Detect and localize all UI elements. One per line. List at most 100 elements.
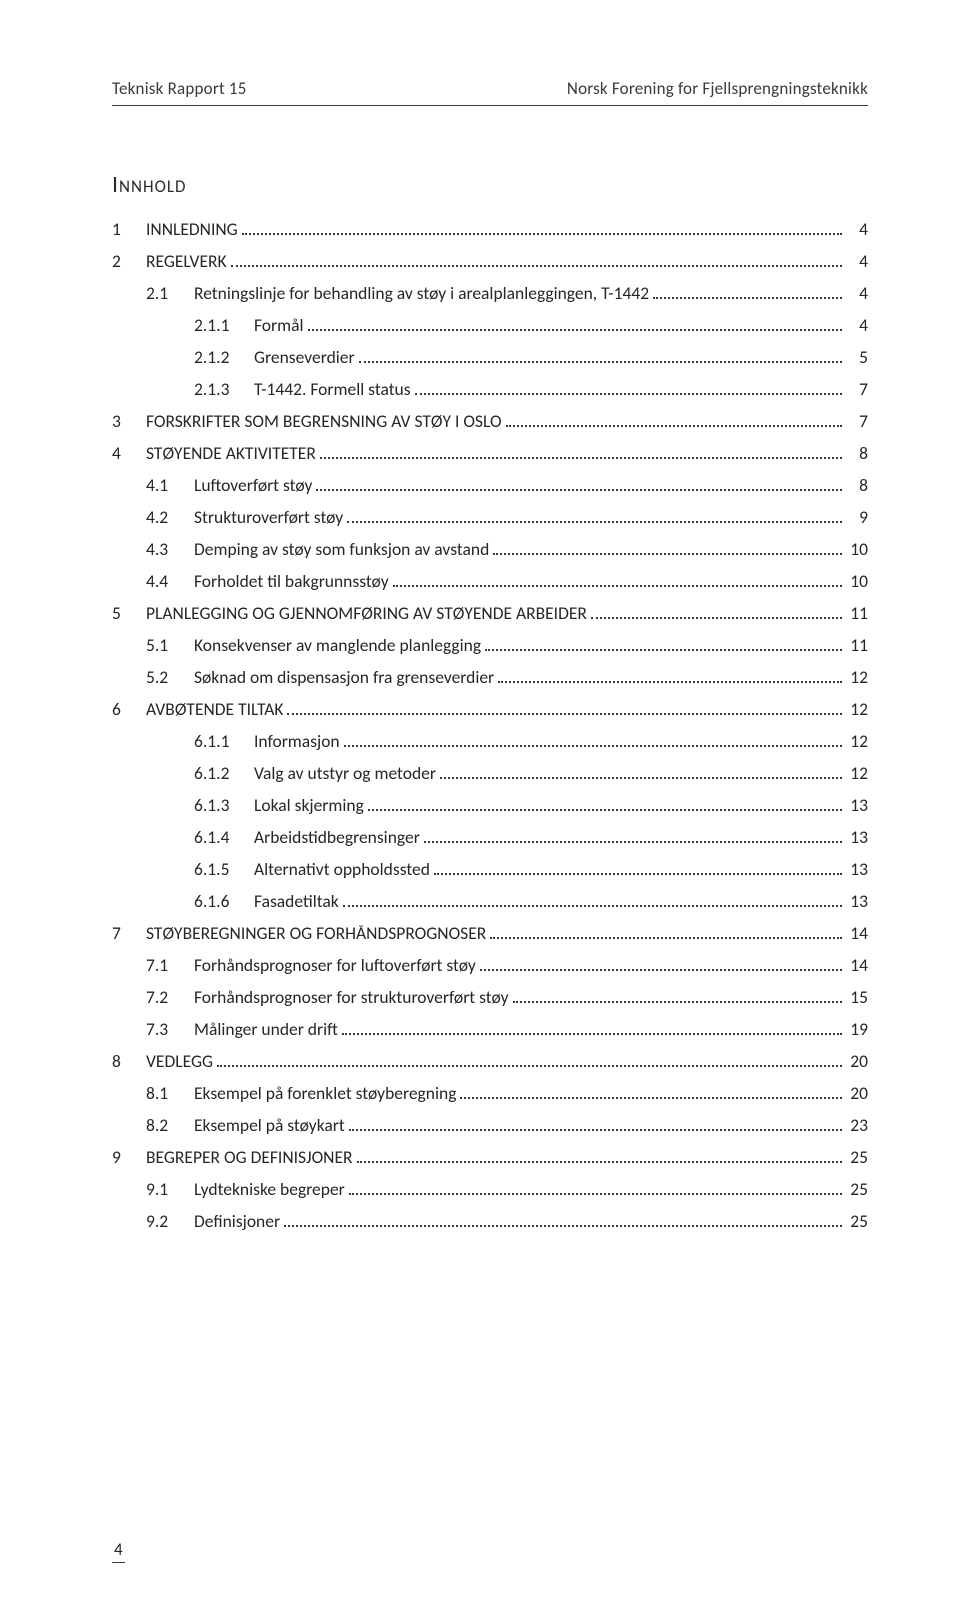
toc-entry-number: 8.2 (146, 1117, 194, 1135)
toc-entry-number: 2.1.1 (194, 317, 254, 335)
toc-entry-number: 7.3 (146, 1021, 194, 1039)
toc-leader-dots (485, 639, 842, 651)
toc-leader-dots (480, 959, 842, 971)
toc-entry[interactable]: 2.1Retningslinje for behandling av støy … (112, 285, 868, 303)
toc-leader-dots (344, 735, 842, 747)
toc-leader-dots (440, 767, 842, 779)
toc-leader-dots (434, 863, 842, 875)
toc-entry-page: 4 (846, 221, 868, 239)
toc-entry[interactable]: 4.1Luftoverført støy8 (112, 477, 868, 495)
toc-entry-number: 8 (112, 1053, 146, 1071)
toc-entry-label: AVBØTENDE TILTAK (146, 701, 283, 719)
toc-entry-number: 9.1 (146, 1181, 194, 1199)
toc-entry-page: 23 (846, 1117, 868, 1135)
toc-entry-page: 9 (846, 509, 868, 527)
toc-entry-number: 4.3 (146, 541, 194, 559)
toc-leader-dots (343, 895, 842, 907)
toc-entry-page: 12 (846, 669, 868, 687)
toc-entry[interactable]: 3FORSKRIFTER SOM BEGRENSNING AV STØY I O… (112, 413, 868, 431)
toc-entry[interactable]: 7.3Målinger under drift19 (112, 1021, 868, 1039)
toc-entry-label: Informasjon (254, 733, 340, 751)
toc-entry[interactable]: 9.1Lydtekniske begreper25 (112, 1181, 868, 1199)
toc-entry-number: 6.1.3 (194, 797, 254, 815)
toc-entry-label: Luftoverført støy (194, 477, 312, 495)
toc-entry[interactable]: 2REGELVERK4 (112, 253, 868, 271)
toc-entry[interactable]: 4STØYENDE AKTIVITETER8 (112, 445, 868, 463)
toc-entry[interactable]: 4.4Forholdet til bakgrunnsstøy10 (112, 573, 868, 591)
toc-entry-number: 6.1.2 (194, 765, 254, 783)
toc-entry-label: Fasadetiltak (254, 893, 339, 911)
toc-entry[interactable]: 1INNLEDNING4 (112, 221, 868, 239)
toc-entry[interactable]: 8.1Eksempel på forenklet støyberegning 20 (112, 1085, 868, 1103)
toc-entry[interactable]: 2.1.2Grenseverdier5 (112, 349, 868, 367)
toc-entry[interactable]: 2.1.3T-1442. Formell status7 (112, 381, 868, 399)
toc-entry[interactable]: 5.2Søknad om dispensasjon fra grenseverd… (112, 669, 868, 687)
toc-entry[interactable]: 6.1.6Fasadetiltak13 (112, 893, 868, 911)
toc-entry-number: 6.1.1 (194, 733, 254, 751)
toc-entry-number: 4.4 (146, 573, 194, 591)
toc-entry-label: Valg av utstyr og metoder (254, 765, 436, 783)
toc-entry[interactable]: 6.1.1Informasjon12 (112, 733, 868, 751)
toc-entry-label: Eksempel på støykart (194, 1117, 345, 1135)
toc-entry-number: 6.1.6 (194, 893, 254, 911)
toc-entry-page: 11 (846, 637, 868, 655)
toc-entry-number: 2 (112, 253, 146, 271)
toc-entry-number: 5 (112, 605, 146, 623)
toc-entry[interactable]: 7.1Forhåndsprognoser for luftoverført st… (112, 957, 868, 975)
toc-entry-page: 20 (846, 1085, 868, 1103)
toc-entry-page: 13 (846, 797, 868, 815)
header-left: Teknisk Rapport 15 (112, 78, 247, 99)
toc-entry-number: 9.2 (146, 1213, 194, 1231)
toc-entry[interactable]: 8VEDLEGG20 (112, 1053, 868, 1071)
toc-entry-page: 14 (846, 925, 868, 943)
toc-leader-dots (513, 991, 842, 1003)
toc-entry-label: Eksempel på forenklet støyberegning (194, 1085, 456, 1103)
toc-entry-number: 6 (112, 701, 146, 719)
toc-entry-page: 14 (846, 957, 868, 975)
toc-entry[interactable]: 8.2Eksempel på støykart 23 (112, 1117, 868, 1135)
toc-entry[interactable]: 6.1.5Alternativt oppholdssted13 (112, 861, 868, 879)
toc-leader-dots (368, 799, 842, 811)
toc-entry-page: 20 (846, 1053, 868, 1071)
toc-entry-label: T-1442. Formell status (254, 381, 411, 399)
toc-entry-label: Formål (254, 317, 304, 335)
toc-leader-dots (308, 319, 842, 331)
toc-entry[interactable]: 4.2Strukturoverført støy9 (112, 509, 868, 527)
toc-entry-page: 12 (846, 765, 868, 783)
toc-entry-number: 5.1 (146, 637, 194, 655)
toc-entry-number: 2.1.3 (194, 381, 254, 399)
toc-entry[interactable]: 9BEGREPER OG DEFINISJONER25 (112, 1149, 868, 1167)
toc-entry[interactable]: 4.3Demping av støy som funksjon av avsta… (112, 541, 868, 559)
toc-entry[interactable]: 2.1.1Formål4 (112, 317, 868, 335)
toc-leader-dots (217, 1055, 842, 1067)
toc-title: Innhold (112, 170, 868, 199)
toc-entry[interactable]: 6.1.2Valg av utstyr og metoder 12 (112, 765, 868, 783)
toc-entry-label: FORSKRIFTER SOM BEGRENSNING AV STØY I OS… (146, 413, 502, 431)
toc-leader-dots (653, 287, 842, 299)
toc-entry-page: 13 (846, 861, 868, 879)
toc-entry-number: 8.1 (146, 1085, 194, 1103)
page-header: Teknisk Rapport 15 Norsk Forening for Fj… (112, 78, 868, 106)
toc-entry-number: 1 (112, 221, 146, 239)
table-of-contents: 1INNLEDNING4 2REGELVERK4 2.1Retningslinje … (112, 221, 868, 1231)
toc-entry[interactable]: 5PLANLEGGING OG GJENNOMFØRING AV STØYEND… (112, 605, 868, 623)
toc-entry[interactable]: 6.1.4Arbeidstidbegrensinger13 (112, 829, 868, 847)
toc-entry[interactable]: 6AVBØTENDE TILTAK12 (112, 701, 868, 719)
toc-entry-label: Konsekvenser av manglende planlegging (194, 637, 481, 655)
toc-entry[interactable]: 9.2Definisjoner25 (112, 1213, 868, 1231)
toc-entry-number: 2.1.2 (194, 349, 254, 367)
toc-entry-label: PLANLEGGING OG GJENNOMFØRING AV STØYENDE… (146, 605, 587, 623)
toc-entry-number: 6.1.4 (194, 829, 254, 847)
toc-leader-dots (490, 927, 842, 939)
toc-entry[interactable]: 7STØYBEREGNINGER OG FORHÅNDSPROGNOSER14 (112, 925, 868, 943)
toc-entry-page: 10 (846, 541, 868, 559)
toc-leader-dots (591, 607, 842, 619)
toc-entry[interactable]: 5.1Konsekvenser av manglende planlegging… (112, 637, 868, 655)
toc-entry-number: 7 (112, 925, 146, 943)
toc-entry[interactable]: 7.2Forhåndsprognoser for strukturoverfør… (112, 989, 868, 1007)
page-number: 4 (112, 1539, 125, 1563)
toc-entry-label: BEGREPER OG DEFINISJONER (146, 1149, 353, 1167)
toc-entry[interactable]: 6.1.3Lokal skjerming13 (112, 797, 868, 815)
toc-leader-dots (342, 1023, 842, 1035)
toc-entry-label: Forhåndsprognoser for luftoverført støy (194, 957, 476, 975)
